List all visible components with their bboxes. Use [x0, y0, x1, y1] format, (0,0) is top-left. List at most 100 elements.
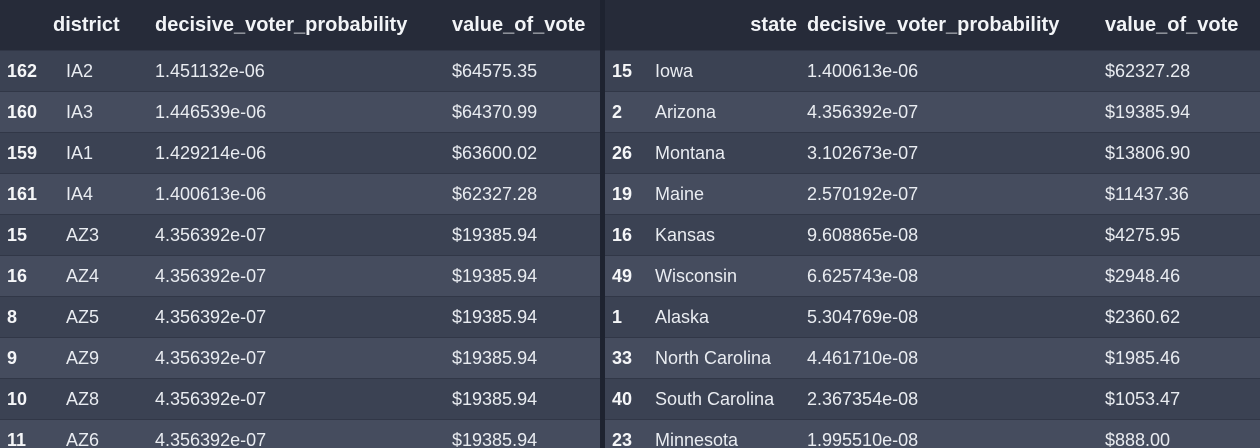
probability-cell: 9.608865e-08	[797, 214, 1093, 256]
column-header-decisive-voter-probability: decisive_voter_probability	[797, 0, 1093, 51]
probability-cell: 4.461710e-08	[797, 337, 1093, 379]
value-cell: $2360.62	[1093, 296, 1260, 338]
district-dataframe: district decisive_voter_probability valu…	[0, 0, 600, 448]
state-cell: Arizona	[647, 91, 797, 133]
probability-cell: 4.356392e-07	[147, 255, 446, 297]
value-cell: $19385.94	[446, 214, 600, 256]
probability-cell: 5.304769e-08	[797, 296, 1093, 338]
district-cell: IA3	[53, 91, 147, 133]
table-row: 49 Wisconsin 6.625743e-08 $2948.46	[605, 255, 1260, 297]
probability-cell: 2.367354e-08	[797, 378, 1093, 420]
probability-cell: 4.356392e-07	[147, 337, 446, 379]
probability-cell: 1.451132e-06	[147, 50, 446, 92]
probability-cell: 3.102673e-07	[797, 132, 1093, 174]
probability-cell: 4.356392e-07	[147, 214, 446, 256]
probability-cell: 4.356392e-07	[147, 296, 446, 338]
probability-cell: 4.356392e-07	[147, 419, 446, 448]
table-row: 15 AZ3 4.356392e-07 $19385.94	[0, 214, 600, 256]
row-index: 15	[0, 214, 53, 256]
table-row: 16 Kansas 9.608865e-08 $4275.95	[605, 214, 1260, 256]
table-row: 10 AZ8 4.356392e-07 $19385.94	[0, 378, 600, 420]
district-cell: AZ3	[53, 214, 147, 256]
table-row: 8 AZ5 4.356392e-07 $19385.94	[0, 296, 600, 338]
table-row: 15 Iowa 1.400613e-06 $62327.28	[605, 50, 1260, 92]
table-row: 162 IA2 1.451132e-06 $64575.35	[0, 50, 600, 92]
table-row: 19 Maine 2.570192e-07 $11437.36	[605, 173, 1260, 215]
probability-cell: 1.400613e-06	[147, 173, 446, 215]
table-row: 161 IA4 1.400613e-06 $62327.28	[0, 173, 600, 215]
probability-cell: 4.356392e-07	[147, 378, 446, 420]
district-cell: AZ9	[53, 337, 147, 379]
table-row: 16 AZ4 4.356392e-07 $19385.94	[0, 255, 600, 297]
value-cell: $62327.28	[446, 173, 600, 215]
district-table: district decisive_voter_probability valu…	[0, 0, 600, 448]
value-cell: $62327.28	[1093, 50, 1260, 92]
header-row: district decisive_voter_probability valu…	[0, 0, 600, 51]
value-cell: $63600.02	[446, 132, 600, 174]
column-header-decisive-voter-probability: decisive_voter_probability	[147, 0, 446, 51]
probability-cell: 1.446539e-06	[147, 91, 446, 133]
value-cell: $64370.99	[446, 91, 600, 133]
table-row: 159 IA1 1.429214e-06 $63600.02	[0, 132, 600, 174]
state-cell: Alaska	[647, 296, 797, 338]
probability-cell: 1.995510e-08	[797, 419, 1093, 448]
value-cell: $19385.94	[1093, 91, 1260, 133]
district-cell: IA1	[53, 132, 147, 174]
state-cell: North Carolina	[647, 337, 797, 379]
state-cell: Maine	[647, 173, 797, 215]
row-index: 49	[605, 255, 647, 297]
value-cell: $1985.46	[1093, 337, 1260, 379]
state-table: state decisive_voter_probability value_o…	[605, 0, 1260, 448]
row-index: 160	[0, 91, 53, 133]
district-cell: AZ6	[53, 419, 147, 448]
value-cell: $1053.47	[1093, 378, 1260, 420]
state-dataframe: state decisive_voter_probability value_o…	[605, 0, 1260, 448]
district-cell: AZ5	[53, 296, 147, 338]
probability-cell: 2.570192e-07	[797, 173, 1093, 215]
value-cell: $19385.94	[446, 378, 600, 420]
state-cell: Montana	[647, 132, 797, 174]
table-row: 1 Alaska 5.304769e-08 $2360.62	[605, 296, 1260, 338]
table-row: 11 AZ6 4.356392e-07 $19385.94	[0, 419, 600, 448]
state-cell: South Carolina	[647, 378, 797, 420]
row-index: 8	[0, 296, 53, 338]
row-index: 33	[605, 337, 647, 379]
row-index: 26	[605, 132, 647, 174]
row-index: 10	[0, 378, 53, 420]
table-divider	[600, 0, 605, 448]
state-cell: Minnesota	[647, 419, 797, 448]
value-cell: $888.00	[1093, 419, 1260, 448]
row-index: 40	[605, 378, 647, 420]
value-cell: $19385.94	[446, 296, 600, 338]
state-cell: Wisconsin	[647, 255, 797, 297]
row-index: 9	[0, 337, 53, 379]
table-row: 9 AZ9 4.356392e-07 $19385.94	[0, 337, 600, 379]
table-row: 23 Minnesota 1.995510e-08 $888.00	[605, 419, 1260, 448]
value-cell: $64575.35	[446, 50, 600, 92]
value-cell: $19385.94	[446, 337, 600, 379]
table-row: 26 Montana 3.102673e-07 $13806.90	[605, 132, 1260, 174]
header-row: state decisive_voter_probability value_o…	[605, 0, 1260, 51]
value-cell: $19385.94	[446, 255, 600, 297]
row-index: 159	[0, 132, 53, 174]
row-index: 16	[0, 255, 53, 297]
probability-cell: 6.625743e-08	[797, 255, 1093, 297]
district-cell: IA4	[53, 173, 147, 215]
value-cell: $13806.90	[1093, 132, 1260, 174]
row-index: 1	[605, 296, 647, 338]
row-index: 16	[605, 214, 647, 256]
district-cell: AZ8	[53, 378, 147, 420]
value-cell: $11437.36	[1093, 173, 1260, 215]
value-cell: $2948.46	[1093, 255, 1260, 297]
district-cell: IA2	[53, 50, 147, 92]
column-header-value-of-vote: value_of_vote	[446, 0, 600, 51]
table-row: 33 North Carolina 4.461710e-08 $1985.46	[605, 337, 1260, 379]
row-index: 2	[605, 91, 647, 133]
row-index: 11	[0, 419, 53, 448]
probability-cell: 1.429214e-06	[147, 132, 446, 174]
probability-cell: 4.356392e-07	[797, 91, 1093, 133]
value-cell: $4275.95	[1093, 214, 1260, 256]
row-index: 23	[605, 419, 647, 448]
row-index: 161	[0, 173, 53, 215]
